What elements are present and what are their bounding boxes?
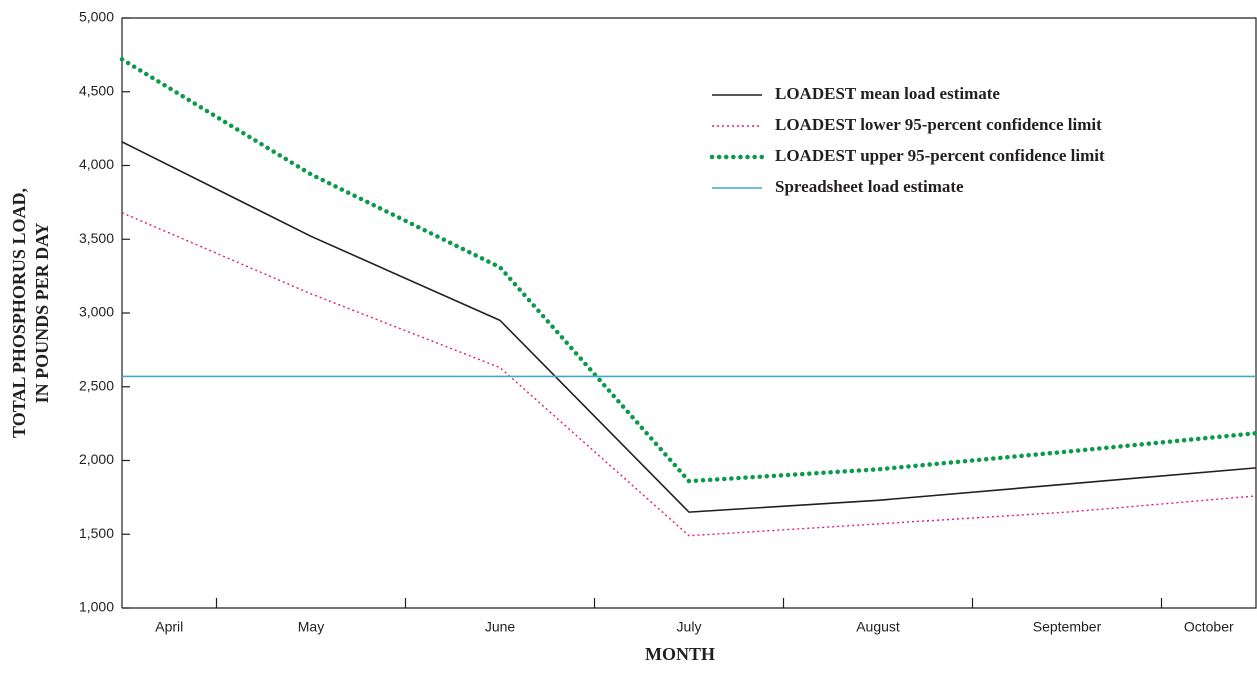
- y-tick-label: 3,500: [79, 230, 114, 246]
- legend-label: LOADEST lower 95-percent confidence limi…: [775, 115, 1102, 134]
- y-axis-title: IN POUNDS PER DAY: [32, 223, 52, 404]
- y-tick-label: 4,000: [79, 156, 114, 172]
- x-tick-label: August: [856, 619, 900, 635]
- x-tick-label: April: [155, 619, 183, 635]
- y-tick-label: 1,000: [79, 599, 114, 615]
- legend-label: Spreadsheet load estimate: [775, 177, 964, 196]
- series-line: [121, 141, 1257, 513]
- y-tick-label: 2,000: [79, 451, 114, 467]
- x-tick-label: July: [677, 619, 702, 635]
- legend-label: LOADEST upper 95-percent confidence limi…: [775, 146, 1105, 165]
- legend-label: LOADEST mean load estimate: [775, 84, 1000, 103]
- plot-frame: [121, 17, 1257, 609]
- series-line: [121, 212, 1257, 537]
- x-tick-label: September: [1033, 619, 1102, 635]
- y-tick-label: 1,500: [79, 525, 114, 541]
- x-tick-label: May: [298, 619, 324, 635]
- y-axis-title: TOTAL PHOSPHORUS LOAD,: [9, 188, 29, 438]
- x-axis-title: MONTH: [645, 644, 715, 664]
- x-tick-label: June: [485, 619, 516, 635]
- y-tick-label: 2,500: [79, 377, 114, 393]
- y-tick-label: 5,000: [79, 9, 114, 25]
- series-line: [119, 57, 1257, 484]
- y-tick-label: 3,000: [79, 304, 114, 320]
- y-tick-label: 4,500: [79, 82, 114, 98]
- x-tick-label: October: [1184, 619, 1234, 635]
